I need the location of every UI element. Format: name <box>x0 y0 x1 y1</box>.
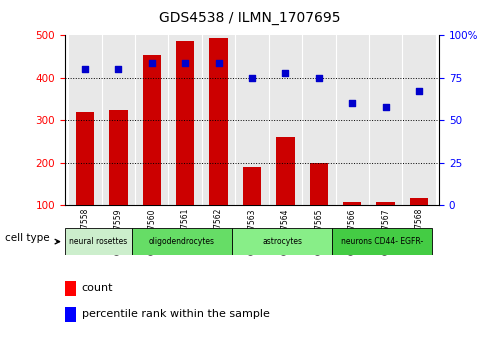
Bar <box>109 110 128 248</box>
Point <box>248 75 256 81</box>
Text: neural rosettes: neural rosettes <box>69 237 127 246</box>
Bar <box>65 280 76 296</box>
Bar <box>176 41 194 248</box>
Text: cell type: cell type <box>5 233 49 243</box>
Point <box>315 75 323 81</box>
Point <box>114 67 122 72</box>
Bar <box>276 137 294 248</box>
Text: percentile rank within the sample: percentile rank within the sample <box>82 309 269 320</box>
Bar <box>135 35 169 205</box>
Point <box>281 70 289 76</box>
Bar <box>76 112 94 248</box>
Point <box>348 101 356 106</box>
Bar <box>302 35 335 205</box>
Bar <box>376 202 395 248</box>
Bar <box>65 228 132 255</box>
Bar <box>68 35 102 205</box>
Bar <box>102 35 135 205</box>
Bar <box>243 167 261 248</box>
Bar <box>310 163 328 248</box>
Bar <box>169 35 202 205</box>
Bar <box>65 307 76 322</box>
Bar <box>335 35 369 205</box>
Bar <box>332 228 433 255</box>
Bar <box>210 38 228 248</box>
Bar <box>232 228 332 255</box>
Point <box>81 67 89 72</box>
Point <box>382 104 390 110</box>
Bar <box>143 55 161 248</box>
Bar <box>236 35 268 205</box>
Point <box>415 88 423 94</box>
Point <box>148 60 156 65</box>
Bar <box>268 35 302 205</box>
Text: neurons CD44- EGFR-: neurons CD44- EGFR- <box>341 237 424 246</box>
Bar <box>410 198 428 248</box>
Bar <box>132 228 232 255</box>
Text: astrocytes: astrocytes <box>262 237 302 246</box>
Text: count: count <box>82 284 113 293</box>
Point <box>215 60 223 65</box>
Bar <box>343 202 361 248</box>
Text: GDS4538 / ILMN_1707695: GDS4538 / ILMN_1707695 <box>159 11 340 25</box>
Bar <box>402 35 436 205</box>
Point <box>181 60 189 65</box>
Text: oligodendrocytes: oligodendrocytes <box>149 237 215 246</box>
Bar <box>369 35 402 205</box>
Bar <box>202 35 236 205</box>
